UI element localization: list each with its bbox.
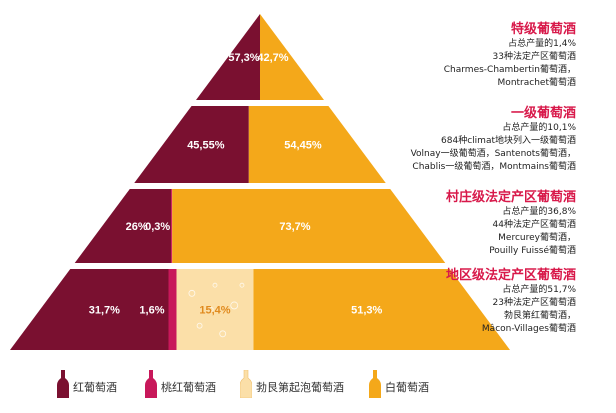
white-wine-bottle-icon	[369, 370, 381, 398]
segment-sparkling-tier-4	[176, 269, 254, 350]
data-label-rose-tier-4: 1,6%	[139, 305, 164, 317]
data-label-red-tier-2: 45,55%	[187, 140, 225, 152]
data-label-white-tier-4: 51,3%	[351, 305, 382, 317]
tier-line: 占总产量的10,1%	[502, 123, 576, 133]
tier-info-4: 地区级法定产区葡萄酒占总产量的51,7% 23种法定产区葡萄酒勃艮第红葡萄酒， Mâ…	[446, 268, 576, 336]
tier-line: Montrachet葡萄酒	[497, 78, 576, 88]
data-label-red-tier-4: 31,7%	[89, 305, 120, 317]
legend-item-sparkling: 勃艮第起泡葡萄酒	[240, 368, 344, 398]
tier-info-3: 村庄级法定产区葡萄酒占总产量的36,8% 44种法定产区葡萄酒 Mercurey葡萄…	[446, 190, 576, 258]
tier-line: 33种法定产区葡萄酒	[492, 52, 576, 62]
legend-item-red: 红葡萄酒	[57, 368, 117, 398]
data-label-red-tier-1: 57,3%	[228, 52, 259, 64]
tier-line: Mâcon-Villages葡萄酒	[481, 324, 576, 334]
tier-title: 特级葡萄酒	[510, 22, 576, 37]
legend-item-rose: 桃红葡萄酒	[145, 368, 216, 398]
data-label-white-tier-1: 42,7%	[257, 52, 288, 64]
tier-line: Chablis一级葡萄酒，Montmains葡萄酒	[412, 162, 576, 172]
segment-white-tier-4	[253, 269, 510, 350]
legend-label-rose: 桃红葡萄酒	[161, 381, 216, 394]
segment-red-tier-3	[74, 189, 172, 263]
legend-label-sparkling: 勃艮第起泡葡萄酒	[256, 381, 344, 394]
legend-label-white: 白葡萄酒	[385, 381, 429, 394]
tier-line: Volnay一级葡萄酒，Santenots葡萄酒，	[410, 149, 576, 159]
segment-rose-tier-4	[168, 269, 177, 350]
tier-line: 23种法定产区葡萄酒	[492, 298, 576, 308]
red-wine-bottle-icon	[57, 370, 69, 398]
data-label-white-tier-3: 73,7%	[279, 221, 310, 233]
segment-white-tier-1	[260, 14, 324, 100]
tier-info-2: 一级葡萄酒占总产量的10,1% 684种climat地块列入一级葡萄酒 Volnay…	[411, 106, 576, 174]
data-label-sparkling-tier-4: 15,4%	[199, 305, 230, 317]
segment-red-tier-2	[134, 106, 249, 183]
legend: 红葡萄酒 桃红葡萄酒 勃艮第起泡葡萄酒 白葡萄酒	[0, 368, 616, 398]
tier-line: 684种climat地块列入一级葡萄酒	[441, 136, 576, 146]
tier-line: 44种法定产区葡萄酒	[492, 220, 576, 230]
tier-title: 村庄级法定产区葡萄酒	[445, 190, 576, 205]
tier-title: 一级葡萄酒	[510, 106, 576, 121]
tier-line: 占总产量的51,7%	[502, 285, 576, 295]
segment-white-tier-3	[172, 189, 446, 263]
tier-line: 占总产量的1,4%	[508, 39, 576, 49]
tier-line: 占总产量的36,8%	[502, 207, 576, 217]
legend-label-red: 红葡萄酒	[73, 381, 117, 394]
tier-title: 地区级法定产区葡萄酒	[445, 268, 576, 283]
segment-rose-tier-3	[171, 189, 173, 263]
sparkling-bubbles	[188, 282, 245, 338]
segment-red-tier-4	[10, 269, 169, 350]
tier-line: Pouilly Fuissé葡萄酒	[489, 246, 576, 256]
segment-white-tier-2	[248, 106, 386, 183]
legend-item-white: 白葡萄酒	[369, 368, 429, 398]
data-label-white-tier-2: 54,45%	[284, 140, 322, 152]
tier-line: Mercurey葡萄酒，	[498, 233, 576, 243]
tier-line: 勃艮第红葡萄酒，	[503, 311, 576, 321]
data-label-rose-tier-3: 0,3%	[145, 221, 170, 233]
sparkling-wine-bottle-icon	[240, 370, 252, 398]
tier-info-1: 特级葡萄酒占总产量的1,4% 33种法定产区葡萄酒 Charmes-Chambert…	[444, 22, 576, 90]
data-label-red-tier-3: 26%	[126, 221, 148, 233]
segment-red-tier-1	[196, 14, 260, 100]
rose-wine-bottle-icon	[145, 370, 157, 398]
tier-line: Charmes-Chambertin葡萄酒，	[443, 65, 576, 75]
